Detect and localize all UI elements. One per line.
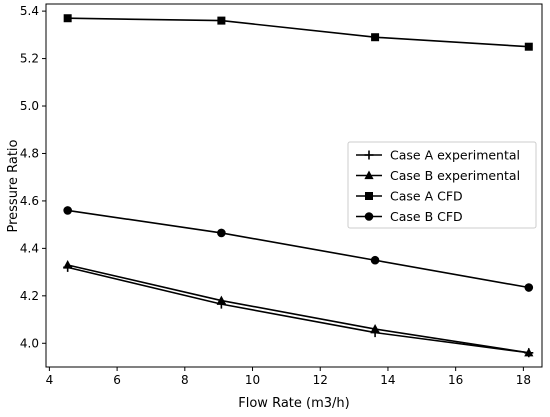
legend-marker: [364, 170, 374, 180]
x-tick-label: 18: [516, 373, 531, 387]
data-point: [524, 347, 534, 357]
x-tick-label: 12: [313, 373, 328, 387]
legend-label: Case A experimental: [390, 148, 520, 163]
data-point: [524, 283, 534, 292]
data-point: [217, 16, 226, 25]
data-point: [371, 33, 380, 42]
y-tick-label: 5.2: [20, 52, 39, 66]
series-line: [67, 17, 529, 48]
series-line: [67, 266, 529, 354]
x-tick-label: 8: [181, 373, 189, 387]
series-lines: [63, 14, 534, 358]
legend-item: Case B CFD: [356, 209, 463, 224]
data-point: [370, 324, 380, 333]
y-tick-label: 4.8: [20, 146, 39, 160]
x-tick-label: 6: [113, 373, 121, 387]
y-tick-label: 4.6: [20, 194, 39, 208]
axis-ticks: 4 6 8 10 12 14 16 18 4.0 4.2 4.4 4.6 4.8 5.0 5.2 5.4: [20, 4, 531, 387]
data-point: [216, 295, 226, 305]
series-triangle: [63, 259, 534, 357]
legend-box: [347, 141, 537, 229]
x-tick-label: 16: [448, 373, 463, 387]
legend-marker: [364, 150, 374, 160]
legend-label: Case B CFD: [390, 209, 463, 224]
y-axis-label: Pressure Ratio: [6, 139, 21, 232]
legend-marker: [364, 212, 374, 221]
series-line: [67, 264, 529, 354]
data-point: [524, 42, 533, 51]
series-circle: [63, 206, 534, 292]
y-tick-label: 4.4: [20, 241, 39, 255]
x-tick-label: 14: [380, 373, 395, 387]
legend-marker: [365, 192, 373, 200]
legend-label: Case B experimental: [390, 168, 520, 183]
x-tick-label: 10: [245, 373, 260, 387]
data-point: [63, 14, 72, 23]
legend-item: Case A CFD: [356, 189, 463, 204]
data-point: [217, 228, 226, 238]
data-point: [370, 255, 380, 265]
series-square: [63, 14, 533, 51]
x-axis-label: Flow Rate (m3/h): [238, 396, 349, 411]
legend-label: Case A CFD: [390, 189, 463, 204]
y-tick-label: 5.0: [20, 99, 39, 113]
y-tick-label: 4.0: [20, 336, 39, 350]
y-tick-label: 4.2: [20, 289, 39, 303]
y-tick-label: 5.4: [20, 4, 39, 18]
plot-frame: [45, 3, 543, 368]
legend-item: Case B experimental: [356, 168, 520, 183]
data-point: [63, 206, 72, 215]
data-point: [63, 259, 73, 269]
x-tick-label: 4: [46, 373, 54, 387]
legend-item: Case A experimental: [356, 148, 520, 163]
series-line: [67, 209, 529, 289]
legend: Case A experimental Case B experimental Ca…: [347, 141, 537, 229]
